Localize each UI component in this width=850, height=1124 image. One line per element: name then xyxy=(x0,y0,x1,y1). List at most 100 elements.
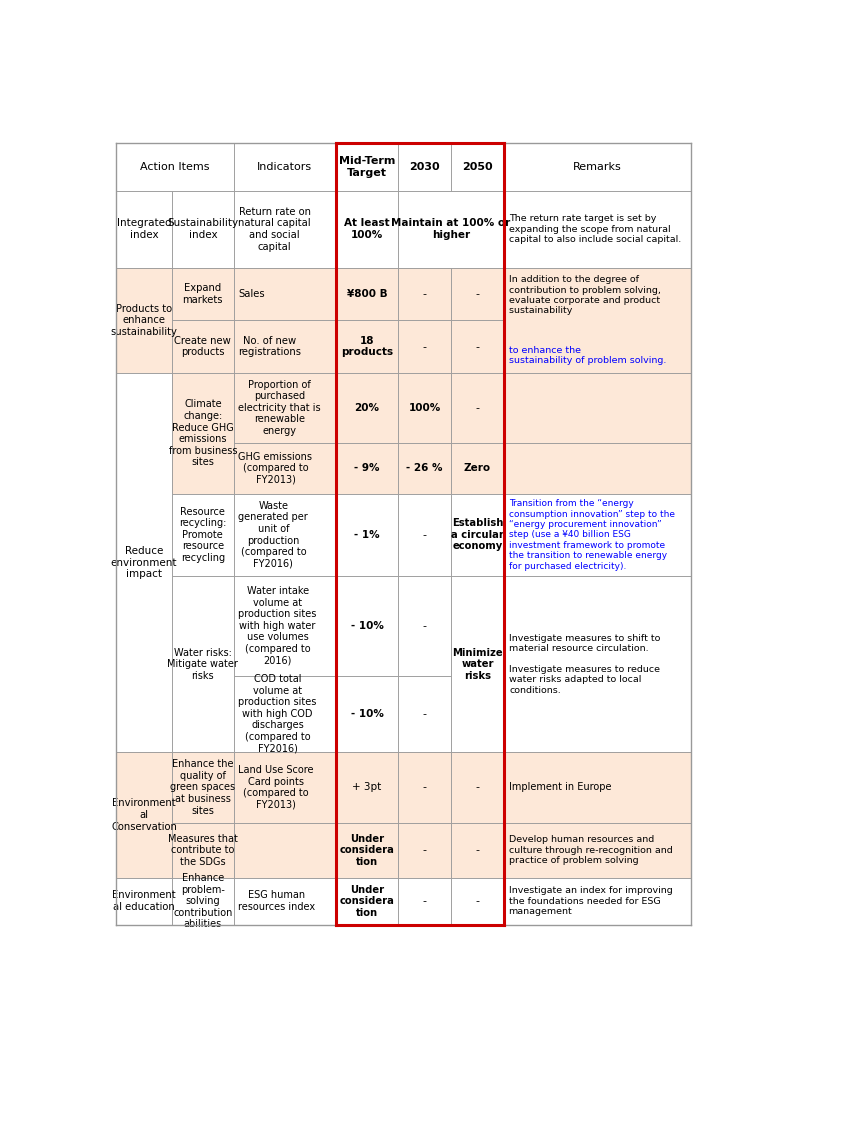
Text: ¥800 B: ¥800 B xyxy=(347,289,388,299)
Bar xyxy=(336,752,398,823)
Text: - 26 %: - 26 % xyxy=(406,463,443,473)
Text: Waste
generated per
unit of
production
(compared to
FY2016): Waste generated per unit of production (… xyxy=(239,501,309,569)
Bar xyxy=(451,823,504,878)
Text: Integrated
index: Integrated index xyxy=(116,218,172,241)
Text: Investigate measures to shift to
material resource circulation.

Investigate mea: Investigate measures to shift to materia… xyxy=(509,634,660,695)
Bar xyxy=(398,191,504,268)
Bar xyxy=(234,320,336,373)
Text: Expand
markets: Expand markets xyxy=(183,283,223,305)
Text: Maintain at 100% or
higher: Maintain at 100% or higher xyxy=(391,218,511,241)
Bar xyxy=(172,752,234,823)
Bar xyxy=(451,493,504,577)
Bar xyxy=(172,577,234,752)
Bar xyxy=(172,268,234,320)
Text: - 10%: - 10% xyxy=(350,620,383,631)
Bar xyxy=(504,191,691,268)
Bar xyxy=(398,676,451,752)
Text: - 9%: - 9% xyxy=(354,463,380,473)
Bar xyxy=(234,823,336,878)
Text: At least
100%: At least 100% xyxy=(344,218,390,241)
Bar xyxy=(116,878,172,925)
Bar xyxy=(504,443,691,493)
Bar xyxy=(172,823,234,878)
Bar xyxy=(172,493,234,577)
Bar xyxy=(172,373,234,493)
Bar xyxy=(336,268,398,320)
Text: 2050: 2050 xyxy=(462,162,493,172)
Text: Establish
a circular
economy: Establish a circular economy xyxy=(451,518,504,552)
Bar xyxy=(398,373,451,443)
Bar xyxy=(504,373,691,443)
Bar xyxy=(234,191,336,268)
Bar xyxy=(451,373,504,443)
Text: Sustainability
index: Sustainability index xyxy=(167,218,238,241)
Bar xyxy=(451,320,504,373)
Bar xyxy=(336,373,398,443)
Text: Return rate on
natural capital
and social
capital: Return rate on natural capital and socia… xyxy=(239,207,311,252)
Bar xyxy=(504,493,691,577)
Text: Environment
al
Conservation: Environment al Conservation xyxy=(111,798,177,832)
Text: -: - xyxy=(475,342,479,352)
Text: Resource
recycling:
Promote
resource
recycling: Resource recycling: Promote resource rec… xyxy=(179,507,227,563)
Bar xyxy=(116,752,172,878)
Text: -: - xyxy=(475,845,479,855)
Text: -: - xyxy=(422,896,427,906)
Bar xyxy=(504,268,691,373)
Bar xyxy=(398,143,451,191)
Bar xyxy=(398,577,451,676)
Text: Sales: Sales xyxy=(239,289,265,299)
Bar xyxy=(336,191,398,268)
Text: - 1%: - 1% xyxy=(354,529,380,540)
Text: Reduce
environment
impact: Reduce environment impact xyxy=(110,546,178,579)
Bar xyxy=(336,823,398,878)
Text: The return rate target is set by
expanding the scope from natural
capital to als: The return rate target is set by expandi… xyxy=(508,215,681,244)
Bar xyxy=(451,443,504,493)
Text: Enhance the
quality of
green spaces
at business
sites: Enhance the quality of green spaces at b… xyxy=(170,759,235,816)
Text: Products to
enhance
sustainability: Products to enhance sustainability xyxy=(110,303,178,337)
Text: -: - xyxy=(422,289,427,299)
Bar xyxy=(504,577,691,752)
Text: Under
considera
tion: Under considera tion xyxy=(339,834,394,867)
Text: -: - xyxy=(422,342,427,352)
Text: COD total
volume at
production sites
with high COD
discharges
(compared to
FY201: COD total volume at production sites wit… xyxy=(239,674,317,753)
Bar xyxy=(504,878,691,925)
Text: Land Use Score
Card points
(compared to
FY2013): Land Use Score Card points (compared to … xyxy=(239,765,314,809)
Text: -: - xyxy=(422,709,427,719)
Text: -: - xyxy=(475,289,479,299)
Text: to enhance the
sustainability of problem solving.: to enhance the sustainability of problem… xyxy=(509,346,666,365)
Text: Proportion of
purchased
electricity that is
renewable
energy: Proportion of purchased electricity that… xyxy=(239,380,321,436)
Bar xyxy=(398,878,451,925)
Bar xyxy=(451,577,504,752)
Text: -: - xyxy=(422,620,427,631)
Bar xyxy=(451,268,504,320)
Text: Enhance
problem-
solving
contribution
abilities: Enhance problem- solving contribution ab… xyxy=(173,873,233,930)
Text: Under
considera
tion: Under considera tion xyxy=(339,885,394,918)
Text: Transition from the “energy
consumption innovation” step to the
“energy procurem: Transition from the “energy consumption … xyxy=(508,499,675,571)
Bar xyxy=(398,268,451,320)
Bar xyxy=(234,676,336,752)
Text: 2030: 2030 xyxy=(409,162,439,172)
Bar xyxy=(398,493,451,577)
Text: Remarks: Remarks xyxy=(573,162,622,172)
Text: 100%: 100% xyxy=(408,402,440,413)
Bar xyxy=(398,823,451,878)
Text: -: - xyxy=(422,845,427,855)
Text: Mid-Term
Target: Mid-Term Target xyxy=(339,156,395,178)
Text: Implement in Europe: Implement in Europe xyxy=(508,782,611,792)
Text: Climate
change:
Reduce GHG
emissions
from business
sites: Climate change: Reduce GHG emissions fro… xyxy=(168,399,237,468)
Bar xyxy=(504,823,691,878)
Bar xyxy=(336,878,398,925)
Text: Investigate an index for improving
the foundations needed for ESG
management: Investigate an index for improving the f… xyxy=(508,887,672,916)
Text: -: - xyxy=(475,402,479,413)
Text: + 3pt: + 3pt xyxy=(353,782,382,792)
Text: GHG emissions
(compared to
FY2013): GHG emissions (compared to FY2013) xyxy=(239,452,313,484)
Bar xyxy=(172,878,234,925)
Bar xyxy=(504,752,691,823)
Bar xyxy=(234,143,336,191)
Text: Develop human resources and
culture through re-recognition and
practice of probl: Develop human resources and culture thro… xyxy=(508,835,672,865)
Bar xyxy=(172,191,234,268)
Bar xyxy=(398,443,451,493)
Bar xyxy=(234,268,336,320)
Text: Minimize
water
risks: Minimize water risks xyxy=(452,647,502,681)
Bar xyxy=(336,320,398,373)
